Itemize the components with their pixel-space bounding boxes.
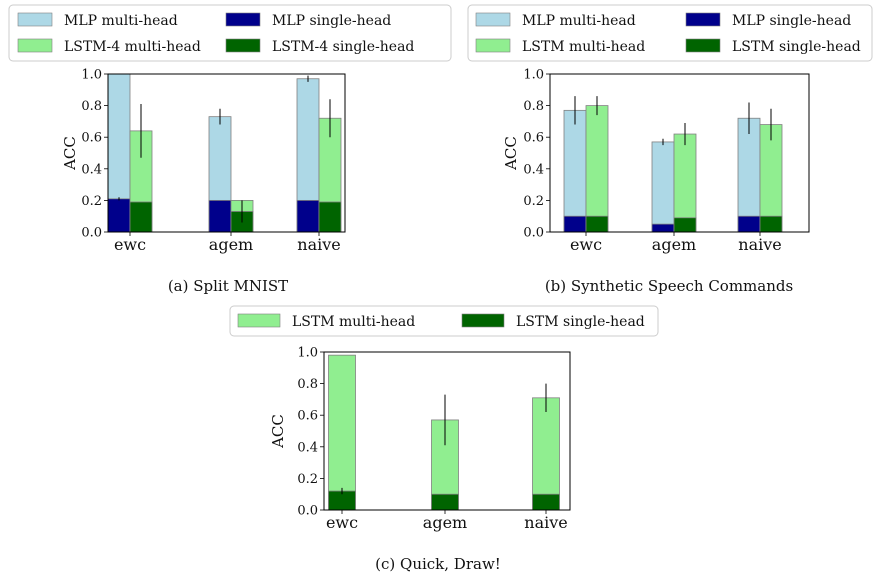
- legend-label: LSTM-4 multi-head: [64, 39, 201, 55]
- bar-lstm-single-naive: [759, 215, 783, 233]
- bar-lstm-single-agem: [431, 493, 459, 511]
- y-tick-label: 1.0: [523, 68, 544, 83]
- chart-panel-2: MLP multi-head MLP single-head LSTM multi-…: [467, 4, 873, 295]
- y-tick-label: 0.0: [81, 226, 102, 241]
- chart-panel-3: LSTM multi-head LSTM single-head ewc agem na…: [229, 305, 659, 573]
- legend-swatch: [17, 12, 53, 27]
- legend-label: MLP single-head: [732, 13, 851, 29]
- y-axis-label: ACC: [502, 136, 520, 171]
- legend-label: LSTM single-head: [516, 314, 645, 330]
- legend-swatch: [475, 38, 511, 53]
- bar-mlp-single-ewc: [563, 215, 587, 233]
- legend-swatch: [237, 313, 281, 328]
- y-tick-label: 0.6: [81, 131, 102, 146]
- y-tick-label: 1.0: [297, 346, 318, 361]
- bar-mlp-single-agem: [651, 223, 675, 233]
- y-tick-label: 1.0: [81, 68, 102, 83]
- x-tick-label: agem: [652, 235, 696, 254]
- y-tick-label: 0.6: [523, 131, 544, 146]
- legend: MLP multi-head MLP single-head LSTM multi-…: [467, 4, 873, 62]
- legend-swatch: [685, 12, 721, 27]
- bar-lstm-single-ewc: [129, 201, 153, 233]
- y-tick-label: 0.8: [523, 99, 544, 114]
- y-tick-label: 0.2: [297, 472, 318, 487]
- figure-caption: (c) Quick, Draw!: [375, 555, 501, 573]
- bar-lstm-multi-agem: [673, 133, 697, 233]
- x-tick-label: naive: [297, 235, 340, 254]
- plot-frame: [323, 351, 571, 511]
- legend-label: LSTM multi-head: [522, 39, 645, 55]
- bar-mlp-single-naive: [296, 199, 320, 233]
- y-tick-label: 0.6: [297, 409, 318, 424]
- legend-swatch: [461, 313, 505, 328]
- plot-frame: [549, 73, 810, 233]
- bar-lstm-single-naive: [318, 201, 342, 233]
- legend-swatch: [685, 38, 721, 53]
- bar-lstm-single-naive: [532, 493, 560, 511]
- bar-lstm-multi-naive: [532, 397, 560, 511]
- legend-frame: [467, 4, 873, 62]
- y-axis-label: ACC: [61, 136, 79, 171]
- y-tick-label: 0.2: [81, 194, 102, 209]
- x-tick-label: agem: [209, 235, 253, 254]
- y-tick-label: 0.4: [81, 162, 102, 177]
- legend-label: LSTM multi-head: [292, 314, 415, 330]
- y-tick-label: 0.8: [297, 377, 318, 392]
- bar-mlp-single-ewc: [107, 198, 131, 233]
- legend-label: MLP multi-head: [64, 13, 178, 29]
- y-tick-label: 0.4: [523, 162, 544, 177]
- plot-frame: [107, 73, 346, 233]
- x-tick-label: ewc: [114, 235, 146, 254]
- y-tick-label: 0.8: [81, 99, 102, 114]
- y-tick-label: 0.0: [523, 226, 544, 241]
- bar-mlp-multi-agem: [651, 141, 675, 233]
- bar-mlp-multi-ewc: [563, 109, 587, 233]
- x-tick-label: ewc: [570, 235, 602, 254]
- y-axis-label: ACC: [269, 414, 287, 449]
- figure-caption: (b) Synthetic Speech Commands: [545, 277, 793, 295]
- legend-label: LSTM single-head: [732, 39, 861, 55]
- figure-caption: (a) Split MNIST: [168, 277, 288, 295]
- y-tick-label: 0.0: [297, 504, 318, 519]
- legend-label: LSTM-4 single-head: [272, 39, 414, 55]
- legend-label: MLP single-head: [272, 13, 391, 29]
- legend: LSTM multi-head LSTM single-head: [229, 305, 659, 337]
- bar-lstm-multi-ewc: [585, 105, 609, 233]
- legend-swatch: [17, 38, 53, 53]
- legend-swatch: [225, 38, 261, 53]
- y-tick-label: 0.4: [297, 440, 318, 455]
- bar-mlp-multi-naive: [737, 117, 761, 233]
- bar-lstm-single-ewc: [585, 215, 609, 233]
- chart-panel-1: MLP multi-head MLP single-head LSTM-4 mult…: [8, 4, 452, 295]
- legend-frame: [229, 305, 659, 337]
- legend-label: MLP multi-head: [522, 13, 636, 29]
- legend-swatch: [225, 12, 261, 27]
- x-tick-label: naive: [738, 235, 781, 254]
- bar-mlp-single-agem: [208, 199, 232, 233]
- bar-lstm-single-agem: [673, 217, 697, 233]
- x-tick-label: agem: [423, 513, 467, 532]
- bar-lstm-multi-ewc: [328, 354, 356, 511]
- legend-frame: [8, 4, 452, 62]
- bar-mlp-single-naive: [737, 215, 761, 233]
- legend: MLP multi-head MLP single-head LSTM-4 mult…: [8, 4, 452, 62]
- x-tick-label: ewc: [326, 513, 358, 532]
- legend-swatch: [475, 12, 511, 27]
- x-tick-label: naive: [524, 513, 567, 532]
- y-tick-label: 0.2: [523, 194, 544, 209]
